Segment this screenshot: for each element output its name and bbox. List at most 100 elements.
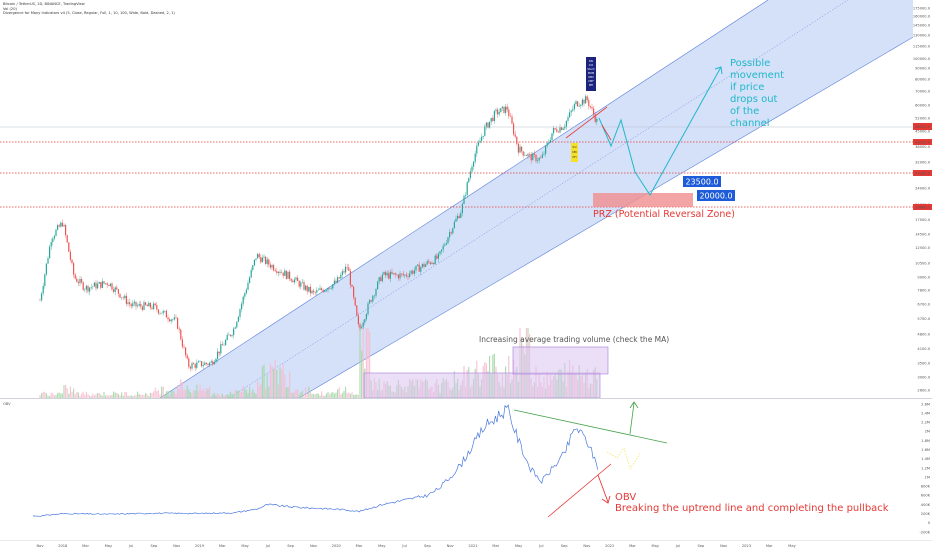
volume-bar: [45, 393, 47, 398]
price-candle: [207, 363, 209, 365]
volume-bar: [242, 385, 244, 398]
price-candle: [564, 126, 566, 129]
obv-up-arrowhead: [629, 401, 639, 409]
volume-bar: [170, 391, 172, 398]
volume-bar: [84, 394, 86, 398]
volume-bar: [154, 387, 156, 398]
price-candle: [290, 278, 292, 281]
price-tick-label: 145000.0: [913, 23, 931, 27]
bearish-divergence-text: RSI: [589, 59, 593, 63]
level-badge-3-text: 19666.0: [915, 206, 931, 210]
possible-movement-line-6: channel: [730, 118, 770, 129]
price-candle: [71, 259, 73, 264]
level-badge-2: [913, 170, 932, 176]
obv-tick-label: 0: [928, 521, 931, 525]
obv-axis[interactable]: 2.6M 2.4M 2.2M 2M 1.8M 1.6M 1.4M 1.2M 1M 800K 600K…: [919, 402, 930, 534]
time-tick-label: 2018: [58, 544, 68, 548]
time-tick-label: Jul: [265, 544, 270, 548]
volume-bar: [140, 394, 142, 398]
price-candle: [588, 100, 590, 107]
price-candle: [199, 361, 201, 362]
volume-bar: [153, 391, 155, 398]
time-tick-label: May: [378, 544, 386, 548]
price-candle: [281, 272, 283, 274]
volume-bar: [293, 391, 295, 398]
price-tick-label: 130000.0: [913, 33, 931, 37]
volume-bar: [346, 393, 348, 398]
price-candle: [89, 287, 91, 292]
time-axis[interactable]: Nov 2018 Mar May Jul Sep Nov 2019 Mar May Jul Sep No…: [36, 544, 796, 548]
price-candle: [193, 363, 195, 365]
price-candle: [261, 257, 263, 263]
price-candle: [127, 302, 129, 304]
price-candle: [197, 361, 199, 363]
volume-bar: [185, 390, 187, 398]
volume-bar: [103, 391, 105, 398]
price-candle: [357, 315, 359, 325]
price-candle: [548, 142, 550, 143]
obv-tick-label: 1.6M: [921, 448, 930, 452]
price-candle: [273, 265, 275, 271]
price-candle: [473, 161, 475, 167]
volume-bar: [229, 391, 231, 398]
price-candle: [253, 259, 255, 266]
price-candle: [74, 274, 76, 279]
price-candle: [429, 262, 431, 264]
indicator-label: Divergence for Many Indicators v4 (5, Cl…: [3, 11, 175, 15]
price-candle: [519, 146, 521, 153]
price-candle: [541, 154, 543, 158]
volume-bar: [108, 395, 110, 398]
price-candle: [63, 225, 65, 227]
price-tick-label: 3000.0: [917, 375, 930, 379]
price-candle: [404, 274, 406, 276]
price-candle: [493, 111, 495, 122]
volume-bar: [319, 395, 321, 398]
price-candle: [148, 302, 150, 307]
price-candle: [292, 280, 294, 283]
projected-arrowhead: [714, 66, 723, 75]
level-badge-1: [913, 139, 932, 145]
volume-bar: [68, 393, 70, 398]
price-tick-label: 52000.0: [915, 116, 931, 120]
volume-bar: [268, 386, 270, 398]
time-tick-label: May: [652, 544, 660, 548]
volume-bar: [257, 380, 259, 398]
price-candle: [508, 109, 510, 117]
volume-bar: [69, 386, 71, 398]
price-tick-label: 4100.0: [917, 347, 930, 351]
volume-bar: [122, 395, 124, 398]
volume-bar: [93, 395, 95, 398]
current-price-badge: [913, 123, 932, 130]
price-candle: [308, 286, 310, 292]
volume-bar: [41, 393, 43, 398]
price-axis[interactable]: 175000.0 160000.0 145000.0 130000.0 115000.0…: [913, 6, 931, 392]
volume-bar: [132, 396, 134, 398]
price-candle: [138, 303, 140, 306]
price-candle: [255, 258, 257, 260]
price-tick-label: 7800.0: [917, 289, 930, 293]
obv-line: [32, 404, 599, 517]
volume-bar: [228, 394, 230, 398]
price-candle: [159, 312, 161, 314]
price-candle: [441, 249, 443, 252]
volume-bar: [322, 395, 324, 398]
price-candle: [165, 310, 167, 318]
time-tick-label: Nov: [447, 544, 455, 548]
volume-label: Vol (20): [3, 6, 17, 11]
price-candle: [341, 271, 343, 275]
price-candle: [409, 273, 411, 277]
volume-bar: [332, 391, 334, 398]
volume-bar: [306, 393, 308, 398]
obv-down-arrowhead: [601, 495, 611, 504]
price-candle: [109, 283, 111, 286]
volume-bar: [201, 390, 203, 398]
obv-tick-label: 600K: [921, 494, 931, 498]
price-candle: [125, 295, 127, 304]
volume-bar: [276, 369, 278, 398]
price-candle: [167, 317, 169, 320]
price-candle: [124, 295, 126, 298]
price-candle: [415, 265, 417, 271]
volume-bar: [172, 389, 174, 398]
price-candle: [465, 195, 467, 196]
